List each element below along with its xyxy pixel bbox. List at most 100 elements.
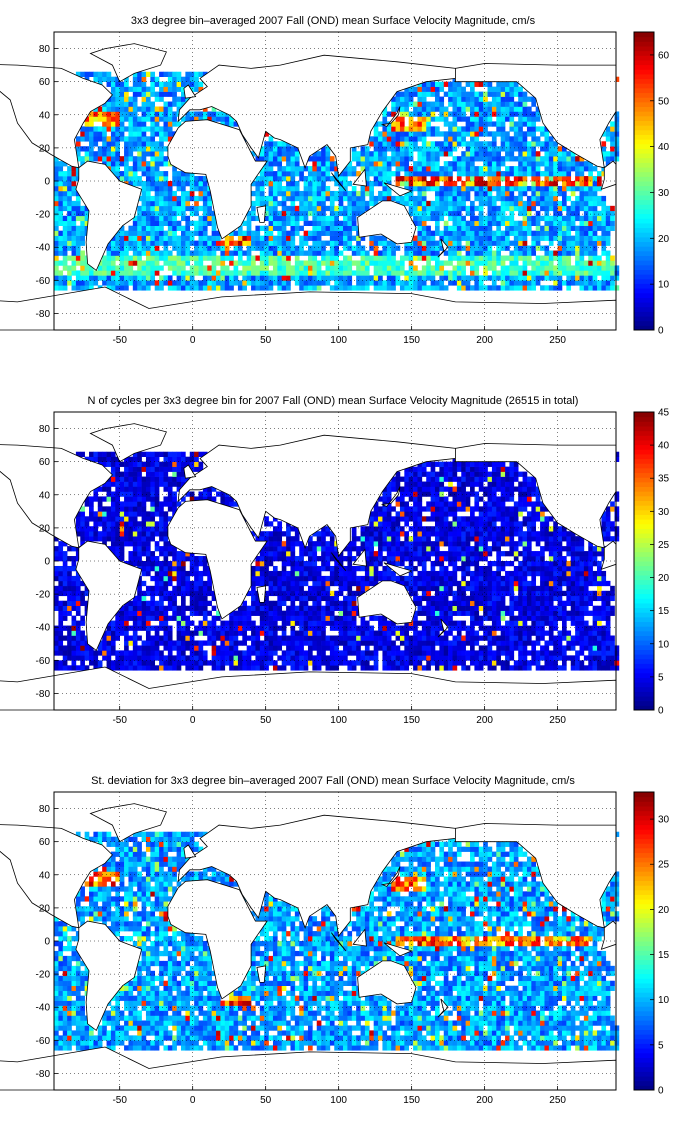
data-cell <box>373 195 379 202</box>
data-cell <box>513 185 519 192</box>
data-cell <box>395 176 401 182</box>
data-cell <box>373 181 379 187</box>
data-cell <box>237 240 243 246</box>
data-cell <box>487 615 493 621</box>
data-cell <box>487 250 493 256</box>
data-cell <box>198 280 204 286</box>
data-cell <box>181 635 186 641</box>
data-cell <box>487 161 493 167</box>
data-cell <box>461 275 466 281</box>
data-cell <box>281 185 287 192</box>
data-cell <box>224 235 230 241</box>
data-cell <box>307 220 313 226</box>
data-cell <box>307 195 313 202</box>
data-cell <box>505 285 510 291</box>
data-cell <box>351 650 357 656</box>
data-cell <box>80 136 85 142</box>
data-cell <box>408 210 414 217</box>
data-cell <box>395 645 401 651</box>
data-cell <box>62 230 68 236</box>
data-cell <box>264 205 269 212</box>
data-cell <box>272 665 278 671</box>
data-cell <box>255 640 261 646</box>
colorbar-segment <box>634 297 654 303</box>
data-cell <box>119 161 125 167</box>
data-cell <box>115 655 120 661</box>
data-cell <box>426 185 431 192</box>
data-cell <box>364 265 370 271</box>
data-cell <box>583 250 589 256</box>
data-cell <box>325 185 331 192</box>
data-cell <box>500 270 506 276</box>
data-cell <box>119 605 125 611</box>
data-cell <box>461 116 466 122</box>
data-cell <box>132 635 138 641</box>
data-cell <box>329 205 335 212</box>
data-cell <box>426 235 431 241</box>
data-cell <box>430 610 436 616</box>
data-cell <box>268 245 274 251</box>
data-cell <box>299 190 304 197</box>
data-cell <box>303 235 309 241</box>
data-cell <box>334 245 339 251</box>
data-cell <box>119 610 125 616</box>
data-cell <box>509 625 515 631</box>
data-cell <box>509 225 515 231</box>
data-cell <box>513 245 519 251</box>
data-cell <box>286 655 291 661</box>
data-cell <box>505 640 510 646</box>
data-cell <box>531 645 537 651</box>
data-cell <box>601 640 607 646</box>
data-cell <box>434 650 440 656</box>
data-cell <box>561 655 567 661</box>
data-cell <box>513 106 519 112</box>
data-cell <box>522 220 528 226</box>
data-cell <box>141 210 147 217</box>
data-cell <box>382 166 388 172</box>
data-cell <box>176 71 182 77</box>
data-cell <box>601 141 607 147</box>
data-cell <box>80 220 85 226</box>
data-cell <box>548 230 554 236</box>
data-cell <box>557 185 563 192</box>
data-cell <box>509 610 515 616</box>
data-cell <box>338 630 344 636</box>
data-cell <box>369 195 374 202</box>
data-cell <box>421 610 427 616</box>
data-cell <box>286 635 291 641</box>
data-cell <box>246 625 252 631</box>
data-cell <box>470 240 475 246</box>
colorbar-segment <box>634 241 654 247</box>
data-cell <box>360 620 366 626</box>
data-cell <box>518 151 523 157</box>
data-cell <box>329 161 335 167</box>
data-cell <box>478 171 484 177</box>
data-cell <box>513 265 519 271</box>
data-cell <box>526 625 532 631</box>
data-cell <box>202 275 208 281</box>
data-cell <box>518 131 523 137</box>
data-cell <box>505 650 510 656</box>
data-cell <box>312 280 318 286</box>
data-cell <box>474 665 480 671</box>
data-cell <box>461 610 466 616</box>
data-cell <box>399 635 405 641</box>
data-cell <box>312 245 318 251</box>
data-cell <box>71 630 77 636</box>
data-cell <box>229 250 234 256</box>
data-cell <box>399 176 405 182</box>
data-cell <box>478 121 484 127</box>
data-cell <box>487 655 493 661</box>
data-cell <box>351 185 357 192</box>
data-cell <box>145 605 151 611</box>
data-cell <box>62 655 68 661</box>
data-cell <box>347 280 353 286</box>
data-cell <box>211 265 217 271</box>
data-cell <box>557 250 563 256</box>
data-cell <box>570 270 576 276</box>
data-cell <box>145 195 151 202</box>
data-cell <box>443 630 449 636</box>
data-cell <box>421 166 427 172</box>
data-cell <box>167 210 173 217</box>
data-cell <box>456 116 462 122</box>
